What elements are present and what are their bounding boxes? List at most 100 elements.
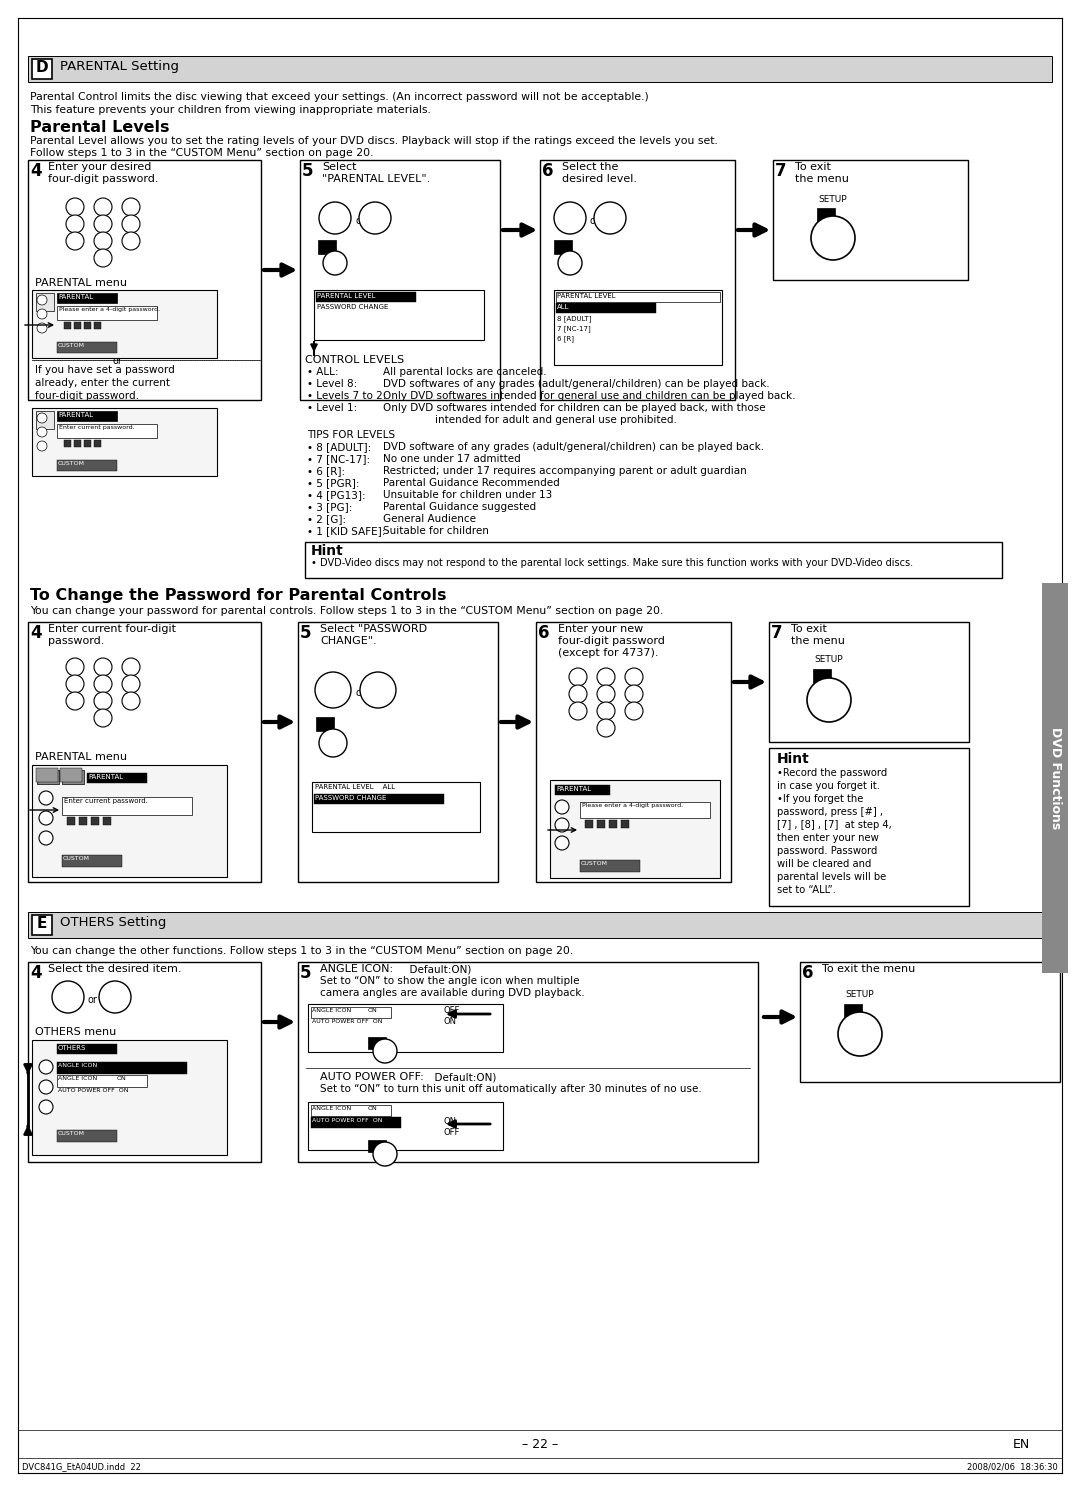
Bar — [769, 622, 969, 743]
Text: ▼: ▼ — [370, 210, 379, 221]
Text: PASSWORD CHANGE: PASSWORD CHANGE — [315, 795, 387, 801]
Text: CUSTOM: CUSTOM — [58, 1132, 85, 1136]
Text: 0: 0 — [603, 725, 609, 734]
Text: • DVD-Video discs may not respond to the parental lock settings. Make sure this : • DVD-Video discs may not respond to the… — [311, 558, 913, 568]
Circle shape — [555, 836, 569, 850]
Text: PARENTAL: PARENTAL — [87, 774, 123, 780]
Bar — [57, 306, 157, 321]
Text: PARENTAL: PARENTAL — [58, 412, 93, 417]
Text: ALL: ALL — [557, 304, 569, 310]
Bar — [28, 912, 1052, 938]
Text: PARENTAL Setting: PARENTAL Setting — [60, 60, 179, 73]
Bar — [556, 303, 656, 313]
Text: • Levels 7 to 2:: • Levels 7 to 2: — [307, 391, 387, 401]
Circle shape — [94, 233, 112, 250]
Text: Parental Control limits the disc viewing that exceed your settings. (An incorrec: Parental Control limits the disc viewing… — [30, 92, 649, 101]
Text: in case you forget it.: in case you forget it. — [777, 781, 880, 792]
Text: password. Password: password. Password — [777, 845, 877, 856]
Text: PARENTAL menu: PARENTAL menu — [35, 751, 127, 762]
Bar — [94, 440, 102, 447]
Bar — [57, 1062, 187, 1074]
Text: •If you forget the: •If you forget the — [777, 795, 863, 804]
Bar — [94, 322, 102, 330]
Bar — [28, 962, 261, 1161]
Circle shape — [39, 1060, 53, 1074]
Text: • Level 8:: • Level 8: — [307, 379, 357, 389]
Text: ON: ON — [443, 1117, 456, 1126]
Bar — [318, 240, 336, 253]
Circle shape — [373, 1142, 397, 1166]
Bar — [57, 1075, 147, 1087]
Text: E: E — [37, 915, 48, 930]
Text: four-digit password.: four-digit password. — [48, 174, 159, 183]
Text: 5: 5 — [99, 221, 106, 230]
Bar — [843, 1003, 862, 1018]
Bar — [298, 962, 758, 1161]
Text: Parental Levels: Parental Levels — [30, 119, 170, 136]
Circle shape — [66, 215, 84, 233]
Text: 4: 4 — [30, 965, 42, 983]
Text: ANGLE ICON: ANGLE ICON — [58, 1063, 97, 1068]
Bar — [84, 322, 91, 330]
Circle shape — [37, 324, 48, 332]
Circle shape — [597, 668, 615, 686]
Text: CUSTOM: CUSTOM — [63, 856, 90, 860]
Bar — [316, 717, 334, 731]
Text: the menu: the menu — [795, 174, 849, 183]
Text: 7: 7 — [72, 696, 78, 707]
Circle shape — [373, 1039, 397, 1063]
Circle shape — [625, 668, 643, 686]
Circle shape — [122, 692, 140, 710]
Text: PARENTAL: PARENTAL — [556, 786, 591, 792]
Circle shape — [360, 672, 396, 708]
Text: ANGLE ICON: ANGLE ICON — [58, 1077, 97, 1081]
Circle shape — [569, 684, 588, 702]
Text: 3: 3 — [631, 672, 637, 683]
Text: Enter current password.: Enter current password. — [59, 425, 135, 429]
Text: 4: 4 — [30, 163, 42, 180]
Text: Select the: Select the — [562, 163, 619, 171]
Text: AUTO POWER OFF  ON: AUTO POWER OFF ON — [312, 1118, 382, 1123]
Text: • 2 [G]:: • 2 [G]: — [307, 514, 346, 523]
Circle shape — [39, 811, 53, 825]
Text: • 1 [KID SAFE]:: • 1 [KID SAFE]: — [307, 526, 386, 535]
Text: 7: 7 — [775, 163, 786, 180]
Circle shape — [838, 1012, 882, 1056]
Text: PARENTAL LEVEL    ALL: PARENTAL LEVEL ALL — [315, 784, 395, 790]
Text: 2008/02/06  18:36:30: 2008/02/06 18:36:30 — [968, 1463, 1058, 1472]
Bar — [36, 294, 54, 312]
Circle shape — [122, 215, 140, 233]
Text: Only DVD softwares intended for general use and children can be played back.: Only DVD softwares intended for general … — [383, 391, 796, 401]
Circle shape — [39, 1100, 53, 1114]
Bar — [554, 291, 723, 365]
Text: 0: 0 — [100, 714, 106, 725]
Bar — [314, 795, 444, 804]
Text: • 3 [PG]:: • 3 [PG]: — [307, 502, 352, 511]
Text: then enter your new: then enter your new — [777, 833, 879, 842]
Text: PARENTAL: PARENTAL — [58, 294, 93, 300]
Bar — [556, 292, 720, 303]
Circle shape — [359, 201, 391, 234]
Bar — [816, 209, 835, 222]
Text: General Audience: General Audience — [383, 514, 476, 523]
Text: intended for adult and general use prohibited.: intended for adult and general use prohi… — [383, 414, 677, 425]
Text: • 6 [R]:: • 6 [R]: — [307, 467, 346, 476]
Text: or: or — [590, 216, 599, 227]
Text: Hint: Hint — [311, 544, 343, 558]
Circle shape — [66, 692, 84, 710]
Text: password, press [#] ,: password, press [#] , — [777, 807, 883, 817]
Text: Parental Guidance suggested: Parental Guidance suggested — [383, 502, 536, 511]
Text: All parental locks are canceled.: All parental locks are canceled. — [383, 367, 546, 377]
Bar — [75, 440, 81, 447]
Text: AUTO POWER OFF  ON: AUTO POWER OFF ON — [312, 1018, 382, 1024]
Text: Select "PASSWORD: Select "PASSWORD — [320, 625, 427, 634]
Text: Parental Guidance Recommended: Parental Guidance Recommended — [383, 479, 559, 488]
Text: If you have set a password: If you have set a password — [35, 365, 175, 376]
Text: ON: ON — [368, 1106, 378, 1111]
Bar — [64, 322, 71, 330]
Text: ▲: ▲ — [566, 210, 575, 221]
Text: 1: 1 — [72, 203, 78, 213]
Text: or: or — [355, 216, 365, 227]
Circle shape — [811, 216, 855, 259]
Circle shape — [94, 249, 112, 267]
